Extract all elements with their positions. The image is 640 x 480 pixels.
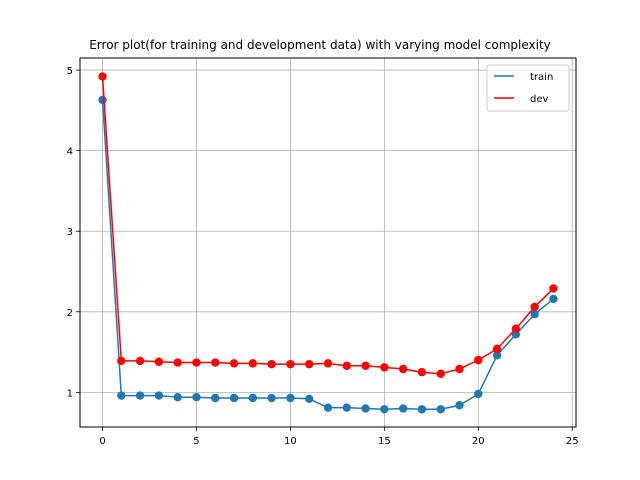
train-data-point <box>154 391 164 400</box>
x-tick-label: 5 <box>193 436 199 447</box>
train-data-point <box>530 310 539 319</box>
train-data-point <box>211 393 220 403</box>
dev-data-point <box>267 359 276 369</box>
dev-data-point <box>323 359 333 368</box>
train-data-point <box>323 403 333 412</box>
y-tick-label: 1 <box>67 388 73 399</box>
dev-data-point <box>248 359 258 368</box>
train-data-point <box>98 95 107 105</box>
train-data-point <box>380 405 389 414</box>
chart-title: Error plot(for training and development … <box>89 38 551 52</box>
train-data-point <box>342 403 351 412</box>
dev-data-point <box>192 358 201 367</box>
train-data-point <box>267 393 276 403</box>
y-tick-label: 3 <box>67 227 73 238</box>
dev-data-point <box>98 72 107 81</box>
y-tick-label: 4 <box>67 147 73 158</box>
dev-data-point <box>492 344 502 354</box>
tick-layer: 0 5 10 15 20 25 1 2 3 4 5 <box>67 66 579 447</box>
train-data-point <box>286 393 295 403</box>
train-data-point <box>492 351 502 360</box>
dev-data-point <box>549 284 558 293</box>
dev-data-point <box>361 361 370 370</box>
dev-data-point <box>511 324 521 333</box>
dev-data-point <box>305 359 314 369</box>
train-data-point <box>549 294 558 304</box>
x-tick-label: 20 <box>472 436 485 447</box>
plot-area <box>80 58 576 427</box>
dev-data-point <box>154 357 164 366</box>
legend-train-label: train <box>530 72 553 83</box>
train-data-point <box>436 405 445 414</box>
x-tick-label: 10 <box>284 436 297 447</box>
train-data-point <box>117 391 126 400</box>
legend-dev-label: dev <box>530 94 549 105</box>
y-tick-label: 5 <box>67 66 73 77</box>
dev-data-point <box>286 359 295 369</box>
x-tick-label: 0 <box>99 436 105 447</box>
legend: train dev <box>486 64 570 112</box>
train-data-point <box>192 392 201 402</box>
x-tick-label: 25 <box>566 436 579 447</box>
dev-data-point <box>173 358 182 367</box>
dev-data-point <box>135 356 145 366</box>
train-data-point <box>398 404 408 413</box>
dev-data-point <box>474 355 483 365</box>
train-data-point <box>474 389 483 399</box>
series-layer <box>98 72 558 414</box>
plot-frame <box>79 57 577 428</box>
dev-data-point <box>211 358 220 367</box>
train-data-point <box>417 405 427 414</box>
dev-data-point <box>380 363 389 372</box>
x-tick-label: 15 <box>378 436 391 447</box>
train-data-point <box>173 392 182 402</box>
dev-data-point <box>436 369 445 379</box>
y-tick-label: 2 <box>67 308 73 319</box>
train-data-point <box>229 393 239 403</box>
train-data-point <box>305 394 314 404</box>
dev-data-point <box>117 356 126 366</box>
train-data-point <box>455 401 464 410</box>
dev-data-point <box>417 368 427 377</box>
legend-box <box>486 64 570 112</box>
dev-data-point <box>530 302 539 312</box>
train-data-point <box>248 393 258 403</box>
dev-data-point <box>342 361 351 370</box>
train-data-point <box>361 404 370 413</box>
train-data-point <box>135 391 145 400</box>
dev-data-point <box>398 364 408 374</box>
dev-data-point <box>229 359 239 368</box>
dev-data-point <box>455 364 464 374</box>
